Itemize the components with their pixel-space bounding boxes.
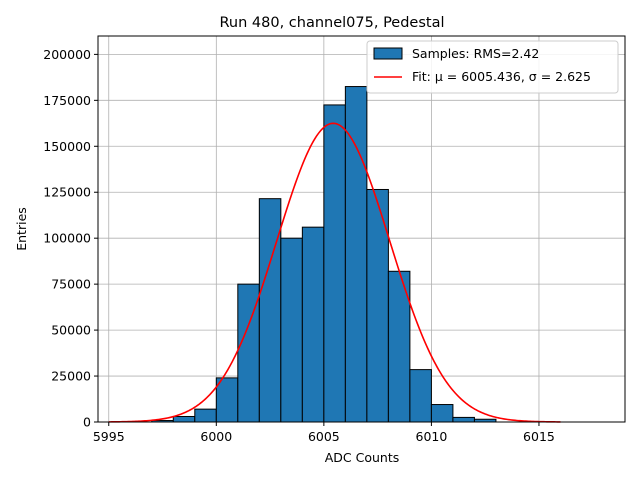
histogram-bar bbox=[215, 377, 239, 423]
plot-frame bbox=[97, 35, 626, 423]
x-tick-label: 6010 bbox=[416, 429, 448, 444]
histogram-bar bbox=[194, 408, 217, 423]
y-tick-label: 50000 bbox=[51, 323, 91, 338]
chart-title: Run 480, channel075, Pedestal bbox=[219, 15, 444, 31]
histogram-bar bbox=[301, 226, 325, 423]
y-tick-label: 125000 bbox=[43, 185, 91, 200]
x-tick-label: 6015 bbox=[523, 429, 555, 444]
y-tick-label: 200000 bbox=[43, 47, 91, 62]
histogram-bar bbox=[430, 404, 454, 423]
y-tick-label: 0 bbox=[83, 415, 91, 430]
histogram-bar bbox=[280, 237, 303, 423]
y-axis-label: Entries bbox=[14, 207, 29, 251]
x-tick-label: 6005 bbox=[308, 429, 340, 444]
legend-box bbox=[366, 40, 619, 94]
y-tick-label: 150000 bbox=[43, 139, 91, 154]
histogram-bar bbox=[323, 104, 346, 423]
y-axis-ticks: 0 25000 50000 75000 100000 125000 150000 175000… bbox=[43, 47, 98, 430]
y-tick-label: 75000 bbox=[51, 277, 91, 292]
histogram-bar bbox=[172, 415, 196, 423]
fit-curve-group bbox=[108, 122, 561, 423]
x-axis-label: ADC Counts bbox=[325, 450, 400, 465]
x-tick-label: 6000 bbox=[200, 429, 232, 444]
legend-swatch-samples bbox=[373, 47, 403, 60]
legend-label-samples: Samples: RMS=2.42 bbox=[412, 46, 539, 61]
y-tick-label: 100000 bbox=[43, 231, 91, 246]
histogram-bar bbox=[452, 416, 475, 423]
histogram-bars bbox=[151, 86, 497, 423]
histogram-bar bbox=[409, 369, 432, 423]
x-axis-ticks: 5995 6000 6005 6010 6015 bbox=[93, 422, 555, 444]
histogram-bar bbox=[344, 86, 368, 423]
histogram-bar bbox=[258, 198, 282, 423]
x-tick-label: 5995 bbox=[93, 429, 125, 444]
legend: Samples: RMS=2.42 Fit: μ = 6005.436, σ =… bbox=[366, 40, 619, 94]
y-tick-label: 25000 bbox=[51, 369, 91, 384]
fit-curve bbox=[108, 122, 561, 423]
y-tick-label: 175000 bbox=[43, 93, 91, 108]
legend-label-fit: Fit: μ = 6005.436, σ = 2.625 bbox=[412, 69, 591, 84]
